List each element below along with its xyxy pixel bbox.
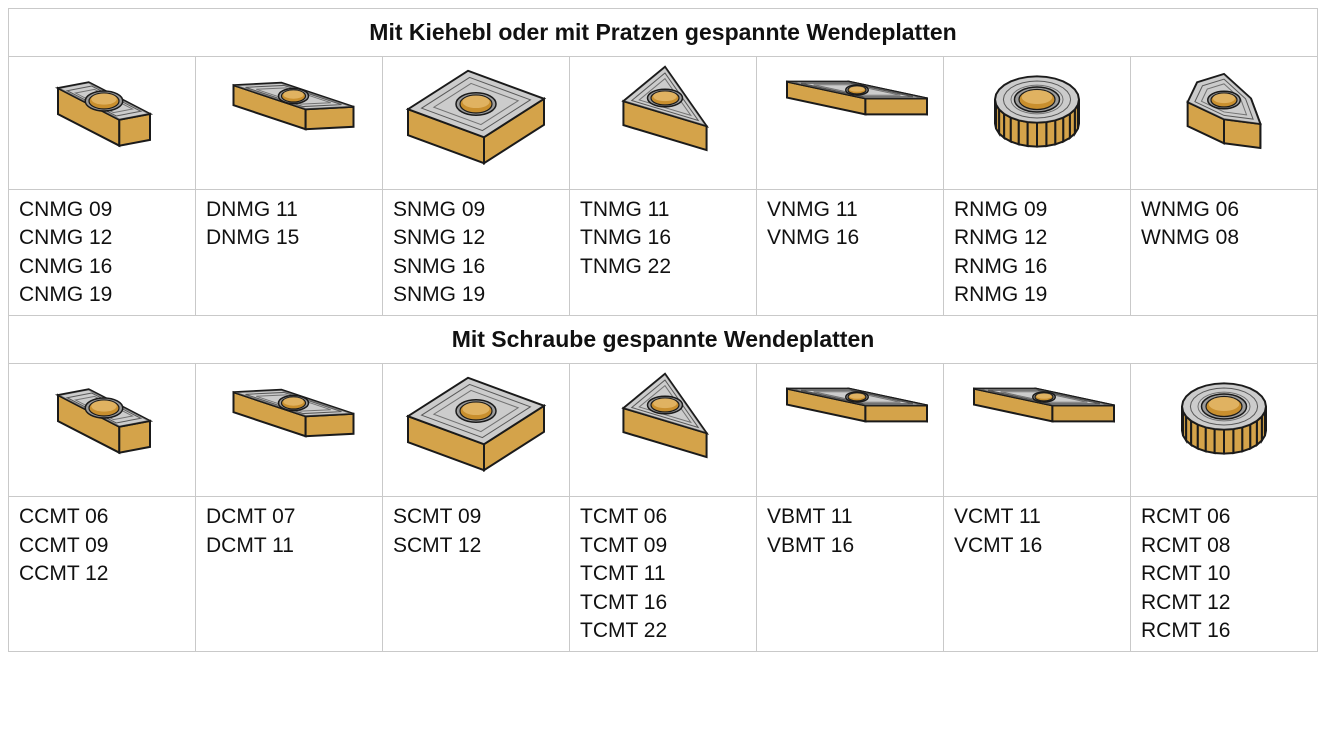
insert-code: TNMG 22: [580, 253, 746, 281]
insert-code: RCMT 12: [1141, 589, 1307, 617]
insert-code: CCMT 09: [19, 532, 185, 560]
insert-image-square: [383, 57, 570, 190]
insert-code: CNMG 12: [19, 224, 185, 252]
insert-catalog-table: Mit Kiehebl oder mit Pratzen gespannte W…: [8, 8, 1318, 652]
insert-code: TCMT 16: [580, 589, 746, 617]
insert-code: CNMG 16: [19, 253, 185, 281]
insert-image-rhombus35: [944, 364, 1131, 497]
insert-codes: VBMT 11VBMT 16: [757, 497, 944, 652]
insert-image-rhombus55: [196, 364, 383, 497]
insert-code: RCMT 16: [1141, 617, 1307, 645]
insert-image-triangle: [570, 364, 757, 497]
insert-code: CCMT 06: [19, 503, 185, 531]
insert-code: DNMG 15: [206, 224, 372, 252]
insert-code: SCMT 09: [393, 503, 559, 531]
insert-code: WNMG 08: [1141, 224, 1307, 252]
insert-code: DNMG 11: [206, 196, 372, 224]
insert-image-rhombus80: [9, 364, 196, 497]
insert-codes: SCMT 09SCMT 12: [383, 497, 570, 652]
insert-code: SNMG 09: [393, 196, 559, 224]
insert-codes: RCMT 06RCMT 08RCMT 10RCMT 12RCMT 16: [1131, 497, 1318, 652]
insert-code: TCMT 11: [580, 560, 746, 588]
insert-code: RCMT 08: [1141, 532, 1307, 560]
insert-code: SNMG 19: [393, 281, 559, 309]
insert-image-rhombus35: [757, 57, 944, 190]
insert-code: VCMT 16: [954, 532, 1120, 560]
insert-image-rhombus80: [9, 57, 196, 190]
insert-code: WNMG 06: [1141, 196, 1307, 224]
insert-codes: VNMG 11VNMG 16: [757, 190, 944, 316]
insert-code: TNMG 16: [580, 224, 746, 252]
insert-codes: DNMG 11DNMG 15: [196, 190, 383, 316]
insert-codes: TNMG 11TNMG 16TNMG 22: [570, 190, 757, 316]
insert-code: VBMT 16: [767, 532, 933, 560]
insert-code: RNMG 12: [954, 224, 1120, 252]
insert-code: SCMT 12: [393, 532, 559, 560]
insert-code: RCMT 10: [1141, 560, 1307, 588]
insert-code: DCMT 11: [206, 532, 372, 560]
insert-image-round: [1131, 364, 1318, 497]
insert-code: VCMT 11: [954, 503, 1120, 531]
insert-code: TNMG 11: [580, 196, 746, 224]
section-header: Mit Kiehebl oder mit Pratzen gespannte W…: [9, 9, 1318, 57]
insert-code: TCMT 09: [580, 532, 746, 560]
insert-code: CNMG 19: [19, 281, 185, 309]
insert-image-rhombus35: [757, 364, 944, 497]
insert-image-triangle: [570, 57, 757, 190]
insert-codes: TCMT 06TCMT 09TCMT 11TCMT 16TCMT 22: [570, 497, 757, 652]
insert-codes: CCMT 06CCMT 09CCMT 12: [9, 497, 196, 652]
insert-code: CNMG 09: [19, 196, 185, 224]
insert-code: CCMT 12: [19, 560, 185, 588]
insert-code: SNMG 16: [393, 253, 559, 281]
insert-code: RNMG 16: [954, 253, 1120, 281]
insert-code: SNMG 12: [393, 224, 559, 252]
insert-codes: SNMG 09SNMG 12SNMG 16SNMG 19: [383, 190, 570, 316]
insert-code: TCMT 06: [580, 503, 746, 531]
insert-codes: CNMG 09CNMG 12CNMG 16CNMG 19: [9, 190, 196, 316]
insert-image-square: [383, 364, 570, 497]
insert-code: RNMG 19: [954, 281, 1120, 309]
insert-code: VNMG 16: [767, 224, 933, 252]
insert-code: VBMT 11: [767, 503, 933, 531]
insert-codes: RNMG 09RNMG 12RNMG 16RNMG 19: [944, 190, 1131, 316]
insert-code: DCMT 07: [206, 503, 372, 531]
section-header: Mit Schraube gespannte Wendeplatten: [9, 316, 1318, 364]
insert-codes: DCMT 07DCMT 11: [196, 497, 383, 652]
insert-image-trigon: [1131, 57, 1318, 190]
insert-code: RCMT 06: [1141, 503, 1307, 531]
insert-code: VNMG 11: [767, 196, 933, 224]
insert-image-rhombus55: [196, 57, 383, 190]
insert-code: TCMT 22: [580, 617, 746, 645]
insert-image-round: [944, 57, 1131, 190]
insert-code: RNMG 09: [954, 196, 1120, 224]
insert-codes: VCMT 11VCMT 16: [944, 497, 1131, 652]
insert-codes: WNMG 06WNMG 08: [1131, 190, 1318, 316]
